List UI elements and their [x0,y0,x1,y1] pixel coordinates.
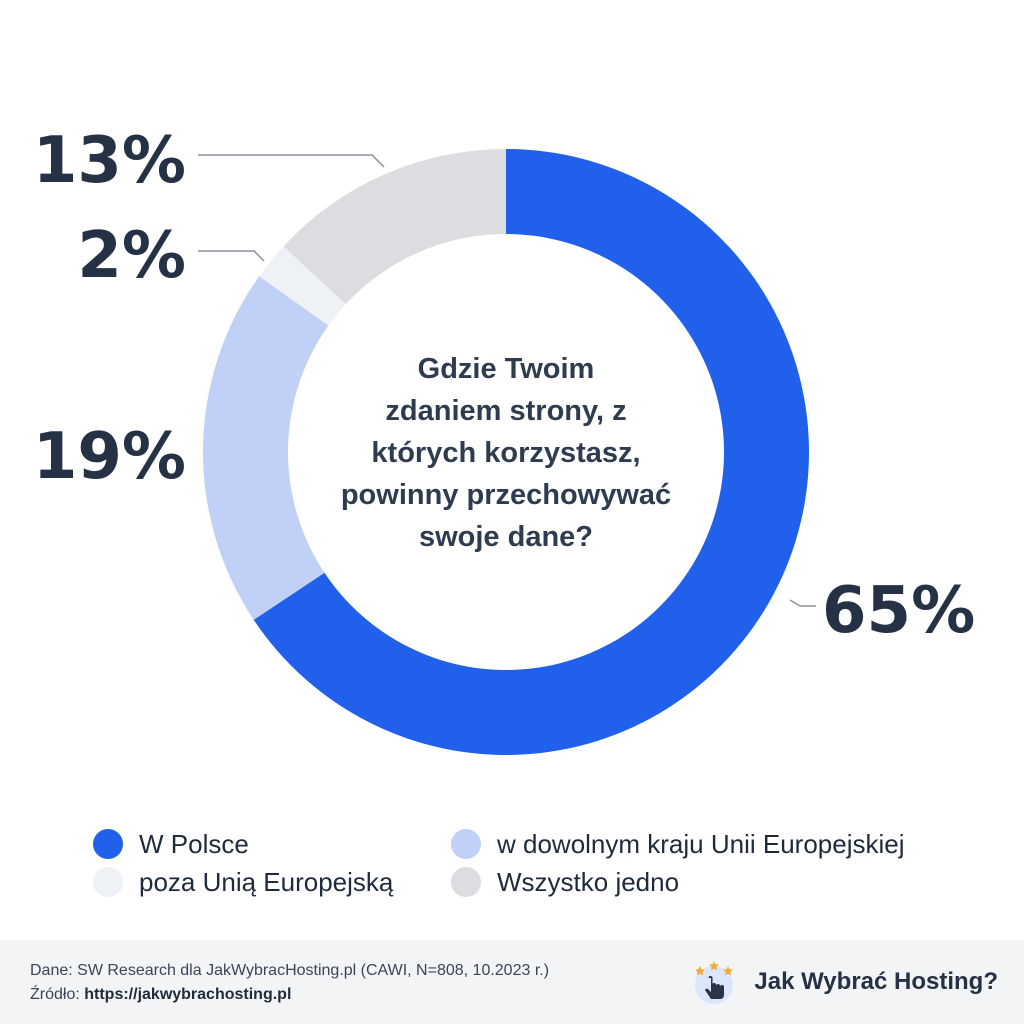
legend-item-w-polsce: W Polsce [93,826,249,862]
footer: Dane: SW Research dla JakWybracHosting.p… [0,940,1024,1024]
legend-swatch [451,829,481,859]
title-line-4: powinny przechowywać [341,479,671,511]
data-source-note: Dane: SW Research dla JakWybracHosting.p… [30,962,550,979]
data-label-2: 2% [77,219,186,293]
title-line-3: których korzystasz, [371,437,640,469]
brand-name: Jak Wybrać Hosting? [754,968,998,995]
legend-swatch [451,867,481,897]
legend-swatch [93,867,123,897]
legend-label: w dowolnym kraju Unii Europejskiej [497,828,905,859]
donut-slices [202,149,809,755]
legend-item-unia-europejska: w dowolnym kraju Unii Europejskiej [451,826,905,862]
leader-lines [198,154,816,607]
title-line-2: zdaniem strony, z [385,395,626,427]
source-prefix: Źródło: [30,986,80,1003]
brand[interactable]: Jak Wybrać Hosting? [688,958,998,1006]
leader-line-13 [198,154,385,168]
legend-swatch [93,829,123,859]
legend-label: W Polsce [139,828,249,859]
data-label-65: 65% [822,574,975,648]
source-link[interactable]: https://jakwybrachosting.pl [84,986,292,1003]
title-line-1: Gdzie Twoim [418,353,595,385]
data-label-13: 13% [33,124,186,198]
percentage-labels: 13% 2% 19% 65% [33,124,975,648]
leader-line-65 [789,599,816,607]
leader-line-2 [198,250,265,262]
donut-slice-4 [283,149,506,305]
legend-item-wszystko-jedno: Wszystko jedno [451,864,679,900]
source-line: Źródło: https://jakwybrachosting.pl [30,986,291,1004]
pointer-hand-stars-icon [695,961,734,1004]
donut-slice-2 [202,276,329,620]
donut-slice-1 [253,149,809,755]
chart-title: Gdzie Twoim zdaniem strony, z których ko… [341,353,671,553]
legend: W Polsce w dowolnym kraju Unii Europejsk… [93,826,993,906]
title-line-5: swoje dane? [419,521,593,553]
donut-slice-3 [259,246,346,326]
legend-label: poza Unią Europejską [139,866,394,897]
data-label-19: 19% [33,420,186,494]
legend-item-poza-unia: poza Unią Europejską [93,864,393,900]
legend-label: Wszystko jedno [497,866,680,897]
